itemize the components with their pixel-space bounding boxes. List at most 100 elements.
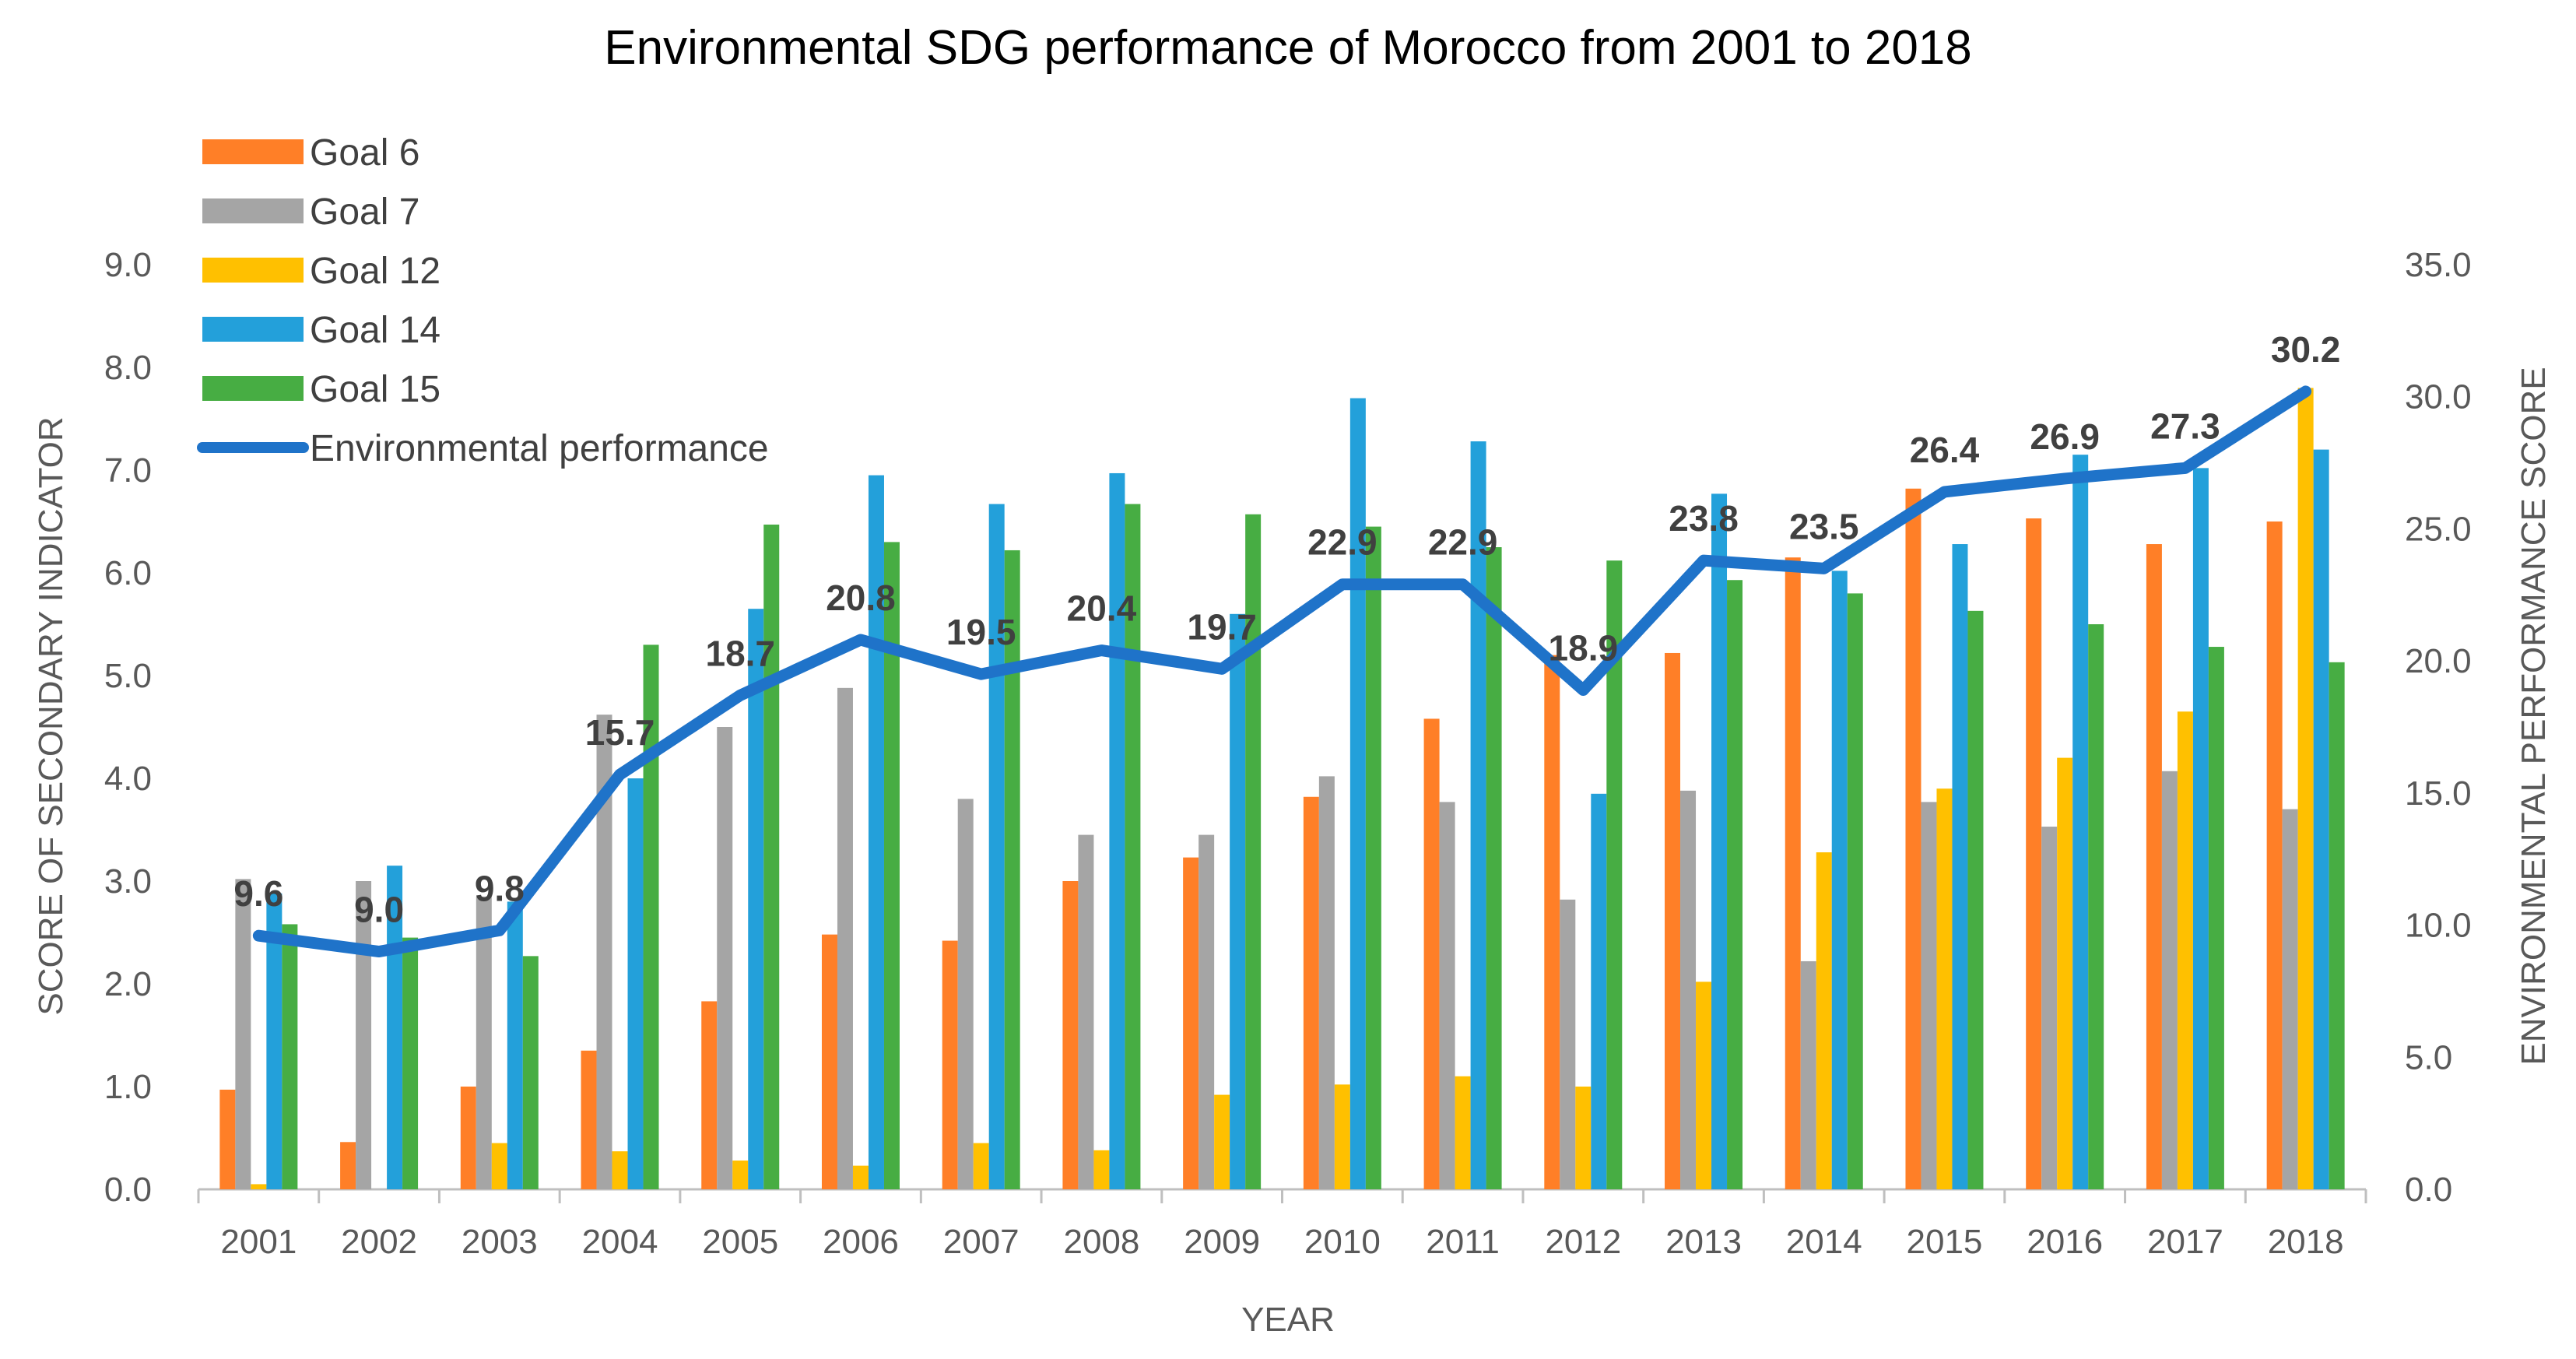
legend-label: Environmental performance xyxy=(310,428,769,469)
bar-goal-6 xyxy=(1303,796,1319,1189)
y2-tick-label: 5.0 xyxy=(2405,1038,2452,1076)
legend: Goal 6 Goal 7 Goal 12 Goal 14 Goal 15 Environ… xyxy=(197,132,769,469)
bar-goal-12 xyxy=(1575,1087,1592,1189)
legend-label: Goal 14 xyxy=(310,310,440,351)
bar-goal-7 xyxy=(1560,899,1576,1189)
x-tick-label: 2010 xyxy=(1304,1223,1381,1261)
bar-goal-12 xyxy=(251,1184,267,1189)
bar-goal-7 xyxy=(1199,834,1215,1189)
bar-goal-15 xyxy=(282,924,298,1189)
bar-goal-14 xyxy=(748,609,764,1189)
data-label: 9.6 xyxy=(233,873,283,914)
bar-goal-12 xyxy=(973,1143,989,1189)
y-tick-label: 2.0 xyxy=(104,965,152,1003)
x-tick-label: 2006 xyxy=(823,1223,899,1261)
bar-goal-15 xyxy=(1727,580,1743,1189)
bar-goal-7 xyxy=(1078,834,1094,1189)
bar-goal-6 xyxy=(2146,544,2162,1189)
bar-goal-12 xyxy=(1093,1150,1110,1189)
data-label: 22.9 xyxy=(1428,522,1498,563)
data-label: 23.5 xyxy=(1789,506,1859,546)
x-axis-title: YEAR xyxy=(1241,1301,1335,1339)
data-label: 22.9 xyxy=(1307,522,1377,563)
data-label: 27.3 xyxy=(2150,406,2220,446)
bar-goal-7 xyxy=(2041,827,2058,1189)
bar-goal-7 xyxy=(356,881,372,1189)
bar-goal-12 xyxy=(1214,1094,1230,1189)
bar-goal-15 xyxy=(763,524,780,1189)
bar-goal-12 xyxy=(1936,788,1953,1189)
legend-swatch xyxy=(202,376,304,401)
bar-goal-14 xyxy=(1711,493,1728,1189)
bar-goal-7 xyxy=(717,727,733,1189)
data-label: 30.2 xyxy=(2271,329,2341,370)
bar-goal-6 xyxy=(1062,881,1079,1189)
y-tick-label: 7.0 xyxy=(104,451,152,490)
bar-goal-12 xyxy=(732,1161,749,1189)
y2-tick-label: 10.0 xyxy=(2405,907,2472,945)
bar-goal-14 xyxy=(1109,472,1125,1189)
y2-tick-label: 30.0 xyxy=(2405,378,2472,416)
bar-goal-6 xyxy=(460,1087,476,1189)
data-label: 19.5 xyxy=(946,612,1016,652)
legend-swatch xyxy=(202,198,304,223)
bar-goal-14 xyxy=(627,778,644,1189)
bar-goal-15 xyxy=(2088,624,2104,1189)
environmental-performance-line xyxy=(252,385,2312,958)
x-tick-label: 2008 xyxy=(1063,1223,1139,1261)
bar-goal-15 xyxy=(402,937,419,1189)
data-label: 20.8 xyxy=(826,578,896,618)
bar-goal-15 xyxy=(1245,514,1262,1189)
data-label: 15.7 xyxy=(585,712,655,753)
y-tick-label: 1.0 xyxy=(104,1068,152,1106)
bar-goal-14 xyxy=(2313,449,2329,1189)
legend-label: Goal 7 xyxy=(310,191,419,233)
y-tick-label: 6.0 xyxy=(104,554,152,592)
x-tick-label: 2002 xyxy=(341,1223,417,1261)
legend-label: Goal 12 xyxy=(310,251,440,292)
bar-goal-12 xyxy=(2177,711,2193,1189)
y2-axis-title: ENVIRONMENTAL PERFORMANCE SCORE xyxy=(2515,367,2553,1065)
y-tick-label: 8.0 xyxy=(104,349,152,387)
bar-goal-6 xyxy=(942,940,958,1189)
y2-tick-label: 15.0 xyxy=(2405,774,2472,813)
bar-goal-15 xyxy=(1847,593,1863,1189)
data-labels-layer: 9.6 9.0 9.8 15.7 18.7 20.8 19.5 20.4 19.7 22.9 22.… xyxy=(233,329,2340,930)
bar-goal-12 xyxy=(1816,852,1832,1189)
x-tick-label: 2015 xyxy=(1907,1223,1983,1261)
bar-goal-7 xyxy=(837,687,853,1189)
legend-label: Goal 15 xyxy=(310,369,440,410)
data-label: 18.9 xyxy=(1549,627,1619,668)
bar-goal-6 xyxy=(1905,488,1921,1189)
x-tick-label: 2011 xyxy=(1426,1223,1500,1261)
y-tick-label: 4.0 xyxy=(104,760,152,798)
bar-goal-7 xyxy=(957,799,974,1189)
legend-swatch xyxy=(202,258,304,283)
bar-goal-15 xyxy=(522,956,539,1189)
bar-goal-6 xyxy=(2026,518,2042,1189)
bar-goal-14 xyxy=(1349,398,1366,1190)
bar-goal-15 xyxy=(1967,610,1984,1189)
bar-goal-6 xyxy=(2266,521,2283,1189)
bar-goal-12 xyxy=(1334,1084,1350,1189)
chart-title: Environmental SDG performance of Morocco… xyxy=(604,21,1972,75)
bar-goal-15 xyxy=(883,542,900,1189)
bar-goal-12 xyxy=(491,1143,507,1189)
bar-goal-14 xyxy=(2072,455,2089,1189)
bar-goal-15 xyxy=(2208,647,2224,1189)
legend-label: Goal 6 xyxy=(310,132,419,174)
data-label: 19.7 xyxy=(1187,606,1257,647)
y2-tick-label: 25.0 xyxy=(2405,510,2472,548)
bar-goal-6 xyxy=(1785,557,1801,1189)
bar-goal-6 xyxy=(581,1050,597,1189)
axes-layer: 0.0 1.0 2.0 3.0 4.0 5.0 6.0 7.0 8.0 9.0 0.0 5.0 10.0… xyxy=(104,246,2472,1261)
legend-swatch xyxy=(202,317,304,342)
y-tick-label: 0.0 xyxy=(104,1171,152,1209)
bar-goal-7 xyxy=(1439,802,1455,1189)
bar-goal-14 xyxy=(1831,571,1848,1189)
bar-goal-12 xyxy=(612,1151,628,1189)
bar-goal-15 xyxy=(1486,547,1502,1189)
data-label: 23.8 xyxy=(1669,498,1739,539)
data-label: 9.8 xyxy=(475,868,525,908)
